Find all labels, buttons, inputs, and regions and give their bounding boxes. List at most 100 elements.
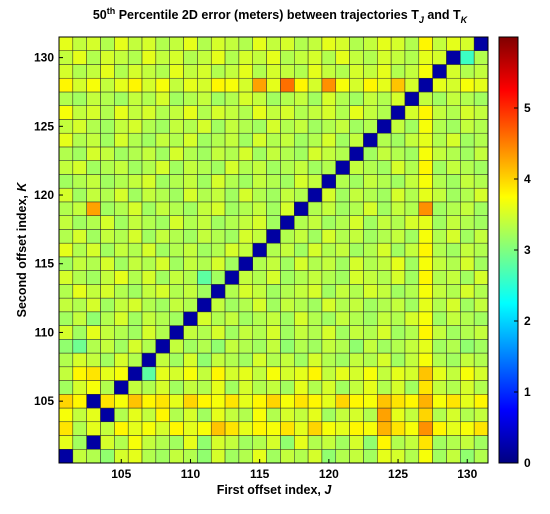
heatmap-cell [390, 187, 406, 203]
heatmap-cell [307, 36, 323, 51]
heatmap-cell [432, 187, 447, 203]
heatmap-cell [280, 311, 295, 326]
heatmap-cell [294, 270, 309, 285]
heatmap-cell [446, 325, 461, 340]
heatmap-cell [86, 146, 101, 161]
heatmap-cell [446, 270, 461, 285]
heatmap-cell [72, 229, 87, 244]
heatmap-cell [141, 119, 157, 134]
heatmap-cell [72, 270, 87, 285]
heatmap-cell [432, 91, 447, 106]
heatmap-cell [432, 449, 447, 464]
heatmap-cell [210, 394, 226, 409]
heatmap-cell [210, 270, 226, 285]
heatmap-cell [252, 91, 267, 106]
heatmap-cell [335, 229, 350, 244]
heatmap-cell [72, 132, 87, 148]
heatmap-cell [155, 339, 170, 354]
heatmap-cell [141, 421, 157, 436]
heatmap-cell [100, 201, 115, 216]
heatmap-cell [404, 352, 420, 368]
heatmap-cell [307, 105, 323, 120]
heatmap-cell [183, 311, 198, 326]
heatmap-cell [377, 256, 392, 271]
heatmap-cell [294, 284, 309, 299]
heatmap-cell [224, 407, 240, 423]
heatmap-cell [252, 394, 267, 409]
heatmap-cell [363, 256, 378, 271]
heatmap-cell [169, 160, 184, 175]
heatmap-cell [363, 77, 378, 93]
heatmap-cell [127, 201, 143, 216]
heatmap-cell [141, 91, 157, 106]
x-tick-label: 105 [111, 467, 131, 481]
heatmap-cell [446, 201, 461, 216]
heatmap-cell [363, 201, 378, 216]
heatmap-cell [266, 77, 281, 93]
heatmap-cell [197, 132, 212, 148]
heatmap-cell [335, 50, 350, 65]
heatmap-cell [169, 105, 184, 120]
heatmap-cell [252, 160, 267, 175]
heatmap-cell [72, 339, 87, 354]
heatmap-cell [197, 77, 212, 93]
heatmap-cell [169, 380, 184, 395]
heatmap-cell [404, 380, 420, 395]
heatmap-cell [210, 242, 226, 258]
heatmap-cell [114, 91, 129, 106]
heatmap-cell [127, 187, 143, 203]
heatmap-cell [377, 77, 392, 93]
heatmap-cell [363, 394, 378, 409]
heatmap-cell [197, 242, 212, 258]
heatmap-cell [321, 311, 337, 326]
heatmap-cell [460, 187, 475, 203]
heatmap-cell [127, 449, 143, 464]
heatmap-cell [404, 366, 420, 381]
heatmap-cell [86, 105, 101, 120]
heatmap-cell [460, 352, 475, 368]
heatmap-cell [127, 105, 143, 120]
heatmap-cell [335, 270, 350, 285]
heatmap-cell [266, 36, 281, 51]
heatmap-cell [473, 256, 489, 271]
heatmap-cell [169, 50, 184, 65]
heatmap-cell [141, 449, 157, 464]
heatmap-cell [100, 435, 115, 450]
heatmap-cell [307, 297, 323, 313]
heatmap-cell [155, 421, 170, 436]
heatmap-cell [460, 421, 475, 436]
heatmap-cell [473, 311, 489, 326]
heatmap-cell [266, 119, 281, 134]
heatmap-cell [349, 215, 364, 230]
heatmap-cell [155, 146, 170, 161]
heatmap-cell [335, 449, 350, 464]
heatmap-cell [252, 366, 267, 381]
heatmap-cell [127, 352, 143, 368]
heatmap-cell [432, 435, 447, 450]
heatmap-cells [58, 36, 489, 464]
heatmap-cell [307, 394, 323, 409]
heatmap-cell [100, 77, 115, 93]
heatmap-cell [169, 339, 184, 354]
heatmap-cell [473, 229, 489, 244]
heatmap-cell [169, 187, 184, 203]
heatmap-cell [307, 187, 323, 203]
heatmap-cell [418, 91, 433, 106]
heatmap-cell [86, 160, 101, 175]
heatmap-cell [377, 50, 392, 65]
heatmap-cell [307, 174, 323, 189]
heatmap-cell [335, 352, 350, 368]
heatmap-cell [86, 366, 101, 381]
heatmap-cell [155, 270, 170, 285]
heatmap-cell [155, 215, 170, 230]
colorbar-ticks: 0 1 2 3 4 5 [514, 101, 531, 470]
heatmap-cell [58, 421, 74, 436]
y-axis-label: Second offset index, K [15, 182, 29, 318]
heatmap-cell [473, 36, 489, 51]
heatmap-cell [210, 407, 226, 423]
heatmap-cell [224, 105, 240, 120]
heatmap-cell [321, 215, 337, 230]
heatmap-cell [432, 160, 447, 175]
heatmap-cell [127, 215, 143, 230]
